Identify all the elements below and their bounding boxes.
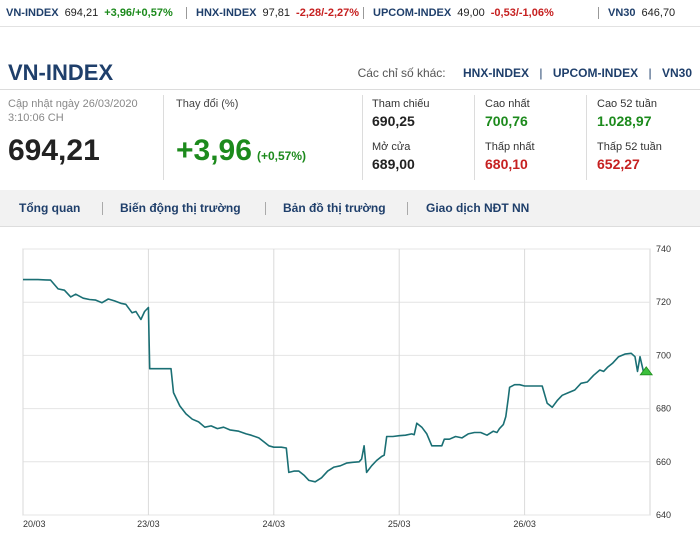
low52-value: 652,27 <box>597 156 640 172</box>
divider <box>0 89 700 90</box>
tab-foreign-trading[interactable]: Giao dịch NĐT NN <box>426 201 530 215</box>
low-label: Thấp nhất <box>485 141 535 153</box>
link-hnx-index[interactable]: HNX-INDEX <box>462 66 529 80</box>
low52-label: Thấp 52 tuần <box>597 141 662 153</box>
y-tick-label: 640 <box>656 510 671 520</box>
ticker-value: 97,81 <box>262 7 291 19</box>
ticker-item[interactable]: UPCOM-INDEX 49,00 -0,53/-1,06% <box>373 0 554 26</box>
ref-label: Tham chiếu <box>372 98 430 110</box>
change-percent: (+0,57%) <box>257 149 307 163</box>
y-tick-label: 720 <box>656 297 671 307</box>
high-value: 700,76 <box>485 113 528 129</box>
open-label: Mở cửa <box>372 141 411 153</box>
last-value-marker <box>639 366 654 376</box>
index-ticker-strip: VN-INDEX 694,21 +3,96/+0,57% HNX-INDEX 97,81… <box>0 0 700 27</box>
y-tick-label: 740 <box>656 244 671 254</box>
ref-value: 690,25 <box>372 113 415 129</box>
tab-market-map[interactable]: Bản đồ thị trường <box>283 201 386 215</box>
intraday-line-chart: 640 660 680 700 720 740 20/03 23/03 24/03 25/03 26… <box>22 244 671 529</box>
ticker-change: -0,53/-1,06% <box>490 7 554 19</box>
y-tick-label: 700 <box>656 350 671 360</box>
vn-index-line <box>23 278 647 483</box>
ticker-value: 646,70 <box>641 7 676 19</box>
ticker-item[interactable]: VN30 646,70 <box>608 0 675 26</box>
updated-time: 3:10:06 CH <box>8 112 64 124</box>
ticker-name: VN30 <box>608 7 636 19</box>
index-value: 694,21 <box>8 134 100 167</box>
section-tabs: Tổng quan Biến động thị trường Bản đồ th… <box>0 190 700 227</box>
open-value: 689,00 <box>372 156 415 172</box>
ticker-item[interactable]: HNX-INDEX 97,81 -2,28/-2,27% <box>196 0 359 26</box>
ticker-name: VN-INDEX <box>6 7 59 19</box>
ticker-name: HNX-INDEX <box>196 7 257 19</box>
ticker-change: -2,28/-2,27% <box>296 7 360 19</box>
y-tick-label: 660 <box>656 457 671 467</box>
y-tick-label: 680 <box>656 404 671 414</box>
link-upcom-index[interactable]: UPCOM-INDEX <box>552 66 639 80</box>
change-value: +3,96 <box>176 134 252 167</box>
updated-date: Cập nhật ngày 26/03/2020 <box>8 98 138 110</box>
high52-label: Cao 52 tuần <box>597 98 657 110</box>
ticker-change: +3,96/+0,57% <box>104 7 173 19</box>
ticker-name: UPCOM-INDEX <box>373 7 452 19</box>
high-label: Cao nhất <box>485 98 530 110</box>
change-label: Thay đổi (%) <box>176 98 239 110</box>
tab-overview[interactable]: Tổng quan <box>19 201 81 215</box>
ticker-value: 694,21 <box>64 7 99 19</box>
x-tick-label: 26/03 <box>513 519 536 529</box>
plot-area <box>22 248 651 516</box>
tab-market-movement[interactable]: Biến động thị trường <box>120 201 241 215</box>
ticker-value: 49,00 <box>457 7 485 19</box>
other-indices: Các chỉ số khác: HNX-INDEX | UPCOM-INDEX… <box>357 66 692 80</box>
page-title: VN-INDEX <box>8 60 114 85</box>
ticker-item[interactable]: VN-INDEX 694,21 +3,96/+0,57% <box>6 0 173 26</box>
low-value: 680,10 <box>485 156 528 172</box>
x-tick-label: 24/03 <box>263 519 286 529</box>
other-indices-label: Các chỉ số khác: <box>357 66 446 80</box>
link-vn30[interactable]: VN30 <box>661 66 692 80</box>
x-tick-label: 23/03 <box>137 519 160 529</box>
x-tick-label: 20/03 <box>23 519 46 529</box>
high52-value: 1.028,97 <box>597 113 652 129</box>
x-tick-label: 25/03 <box>388 519 411 529</box>
